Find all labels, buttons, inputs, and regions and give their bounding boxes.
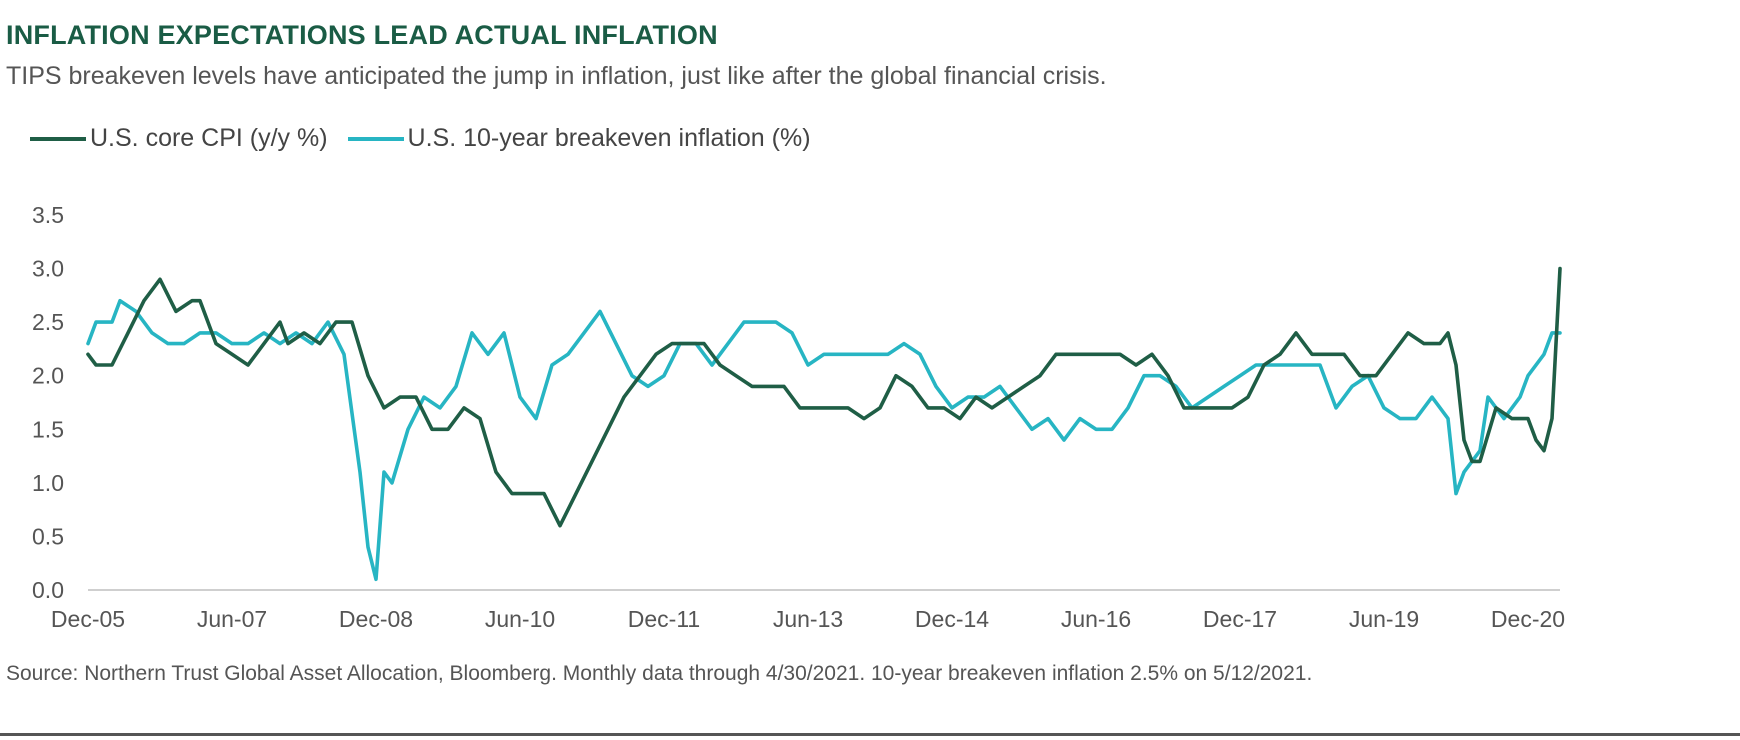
- y-tick-label: 2.5: [32, 309, 64, 335]
- line-chart: 0.00.51.01.52.02.53.03.5 Dec-05 Jun-07 Dec…: [32, 202, 1565, 632]
- legend-swatch-core-cpi: [30, 136, 86, 141]
- x-tick-label: Jun-19: [1349, 606, 1419, 632]
- y-tick-label: 2.0: [32, 363, 64, 389]
- x-tick-label: Dec-08: [339, 606, 413, 632]
- source-note: Source: Northern Trust Global Asset Allo…: [6, 662, 1313, 685]
- y-tick-label: 3.5: [32, 202, 64, 228]
- x-tick-label: Dec-20: [1491, 606, 1565, 632]
- y-tick-label: 1.0: [32, 470, 64, 496]
- y-tick-label: 3.0: [32, 256, 64, 282]
- legend-item-breakeven: U.S. 10-year breakeven inflation (%): [347, 124, 811, 153]
- y-tick-label: 0.5: [32, 523, 64, 549]
- x-tick-label: Jun-07: [197, 606, 267, 632]
- chart-title: INFLATION EXPECTATIONS LEAD ACTUAL INFLA…: [6, 20, 718, 50]
- x-tick-label: Jun-10: [485, 606, 555, 632]
- series-line-core-cpi: [86, 266, 1562, 528]
- bottom-border: [0, 733, 1740, 736]
- series-line-breakeven: [86, 298, 1562, 582]
- y-tick-label: 0.0: [32, 577, 64, 603]
- x-tick-label: Dec-05: [51, 606, 125, 632]
- legend-item-core-cpi: U.S. core CPI (y/y %): [30, 124, 328, 153]
- x-tick-label: Dec-17: [1203, 606, 1277, 632]
- y-tick-label: 1.5: [32, 416, 64, 442]
- series-layer: [86, 266, 1562, 582]
- x-tick-label: Jun-16: [1061, 606, 1131, 632]
- x-tick-label: Jun-13: [773, 606, 843, 632]
- y-axis: 0.0 0.5 1.0 1.5 2.0 2.5 3.0 3.5: [32, 202, 64, 603]
- legend-label-breakeven: U.S. 10-year breakeven inflation (%): [407, 124, 811, 152]
- x-tick-label: Dec-14: [915, 606, 989, 632]
- chart-legend: U.S. core CPI (y/y %) U.S. 10-year break…: [30, 124, 831, 153]
- chart-subtitle: TIPS breakeven levels have anticipated t…: [6, 62, 1107, 90]
- legend-swatch-breakeven: [347, 136, 404, 141]
- legend-label-core-cpi: U.S. core CPI (y/y %): [90, 124, 328, 152]
- x-tick-label: Dec-11: [628, 606, 700, 632]
- x-axis: Dec-05 Jun-07 Dec-08 Jun-10 Dec-11 Jun-13 Dec-…: [51, 589, 1565, 632]
